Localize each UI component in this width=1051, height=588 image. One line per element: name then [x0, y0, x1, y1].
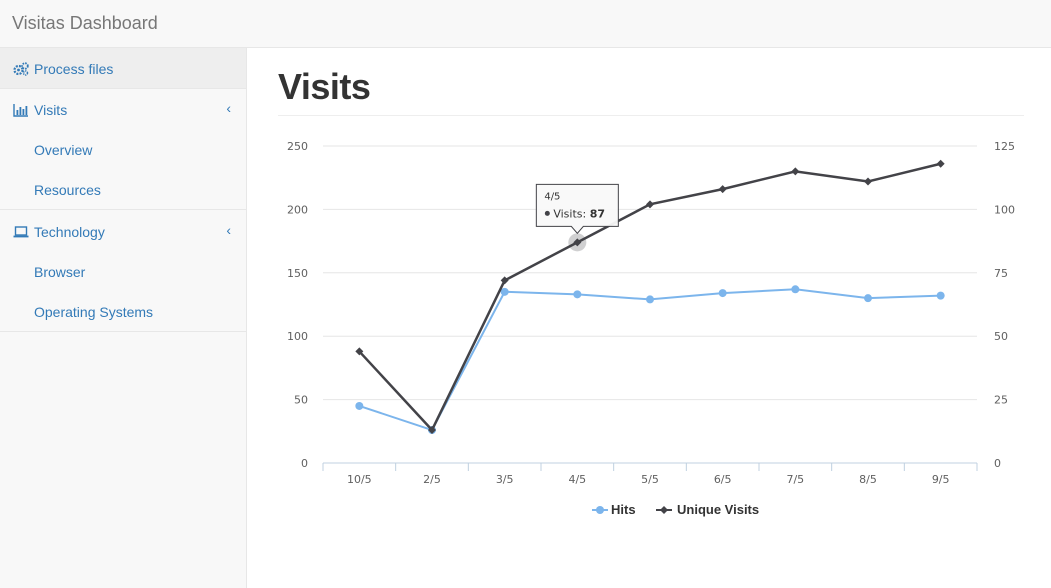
data-point-unique-visits[interactable]: [573, 238, 582, 247]
x-tick-label: 9/5: [932, 473, 950, 486]
y-left-tick-label: 50: [294, 394, 308, 407]
sidebar-item-overview[interactable]: Overview: [0, 129, 246, 169]
x-tick-label: 7/5: [786, 473, 804, 486]
legend-marker-hits[interactable]: [596, 506, 604, 514]
sidebar-item-label: Visits: [34, 102, 68, 118]
sidebar-item-label: Browser: [34, 264, 86, 280]
y-left-tick-label: 0: [301, 457, 308, 470]
data-point-unique-visits[interactable]: [500, 276, 509, 285]
y-left-tick-label: 200: [287, 203, 308, 216]
tooltip-title: 4/5: [544, 191, 560, 202]
sidebar-item-label: Process files: [34, 61, 114, 77]
x-tick-label: 4/5: [568, 473, 586, 486]
x-tick-label: 2/5: [423, 473, 441, 486]
sidebar-group-visits: Visits ‹ Overview Resources: [0, 89, 246, 210]
chevron-left-icon[interactable]: ‹: [226, 100, 231, 116]
top-navbar: Visitas Dashboard: [0, 0, 1051, 48]
data-point-hits[interactable]: [355, 401, 364, 410]
data-point-hits[interactable]: [646, 295, 654, 304]
data-point-hits[interactable]: [864, 294, 872, 303]
y-right-tick-label: 125: [994, 140, 1015, 153]
tooltip-box: [535, 183, 619, 235]
data-point-unique-visits[interactable]: [355, 347, 364, 356]
y-left-tick-label: 150: [287, 267, 308, 280]
x-tick-label: 10/5: [347, 473, 372, 486]
data-point-unique-visits[interactable]: [936, 159, 945, 168]
chevron-left-icon[interactable]: ‹: [226, 222, 231, 238]
page-title: Visits: [278, 66, 371, 107]
tooltip-bullet: [544, 210, 550, 216]
x-tick-label: 8/5: [859, 473, 877, 486]
y-left-tick-label: 250: [287, 140, 308, 153]
sidebar-group-technology: Technology ‹ Browser Operating Systems: [0, 211, 246, 332]
x-tick-label: 3/5: [496, 473, 514, 486]
sidebar-item-label: Overview: [34, 142, 93, 158]
data-point-hits[interactable]: [936, 291, 945, 300]
sidebar-item-visits[interactable]: Visits ‹: [0, 89, 246, 129]
sidebar-item-label: Resources: [34, 182, 101, 198]
data-point-hits[interactable]: [718, 289, 727, 298]
data-point-hits[interactable]: [791, 285, 800, 294]
y-right-tick-label: 100: [994, 203, 1015, 216]
data-point-unique-visits[interactable]: [428, 426, 436, 435]
sidebar: Process files Visits ‹ Overview Resource…: [0, 48, 247, 588]
x-tick-label: 6/5: [714, 473, 732, 486]
legend-label-unique-visits[interactable]: Unique Visits: [677, 502, 759, 517]
tooltip-label: Visits: 87: [553, 207, 605, 220]
y-left-tick-label: 100: [287, 330, 308, 343]
title-divider: [278, 115, 1024, 116]
data-point-hits[interactable]: [500, 287, 509, 296]
laptop-icon: [13, 226, 29, 238]
bar-chart-icon: [13, 104, 28, 117]
sidebar-item-operating-systems[interactable]: Operating Systems: [0, 291, 246, 331]
data-point-unique-visits[interactable]: [646, 200, 654, 209]
tooltip-value: 87: [590, 207, 605, 220]
data-point-unique-visits[interactable]: [864, 177, 872, 186]
data-point-unique-visits[interactable]: [718, 185, 727, 194]
sidebar-item-label: Operating Systems: [34, 304, 154, 320]
sidebar-item-process-files[interactable]: Process files: [0, 48, 246, 89]
y-right-tick-label: 0: [994, 457, 1001, 470]
data-point-hits[interactable]: [573, 290, 582, 299]
legend-label-hits[interactable]: Hits: [611, 502, 636, 517]
sidebar-item-resources[interactable]: Resources: [0, 169, 246, 209]
legend-marker-unique-visits[interactable]: [660, 506, 668, 514]
brand-title[interactable]: Visitas Dashboard: [12, 13, 158, 33]
sidebar-item-browser[interactable]: Browser: [0, 251, 246, 291]
y-right-tick-label: 50: [994, 330, 1008, 343]
y-right-tick-label: 75: [994, 267, 1008, 280]
sidebar-item-technology[interactable]: Technology ‹: [0, 211, 246, 251]
sidebar-item-label: Technology: [34, 224, 105, 240]
gears-icon: [13, 62, 29, 76]
y-right-tick-label: 25: [994, 394, 1008, 407]
x-tick-label: 5/5: [641, 473, 659, 486]
data-point-unique-visits[interactable]: [791, 167, 800, 176]
series-line-hits: [359, 288, 941, 432]
visits-chart: 0 50 100 150 200 250 0 25 50 75 100 125 10/5 2/5 3/5 4/…: [287, 140, 1015, 517]
